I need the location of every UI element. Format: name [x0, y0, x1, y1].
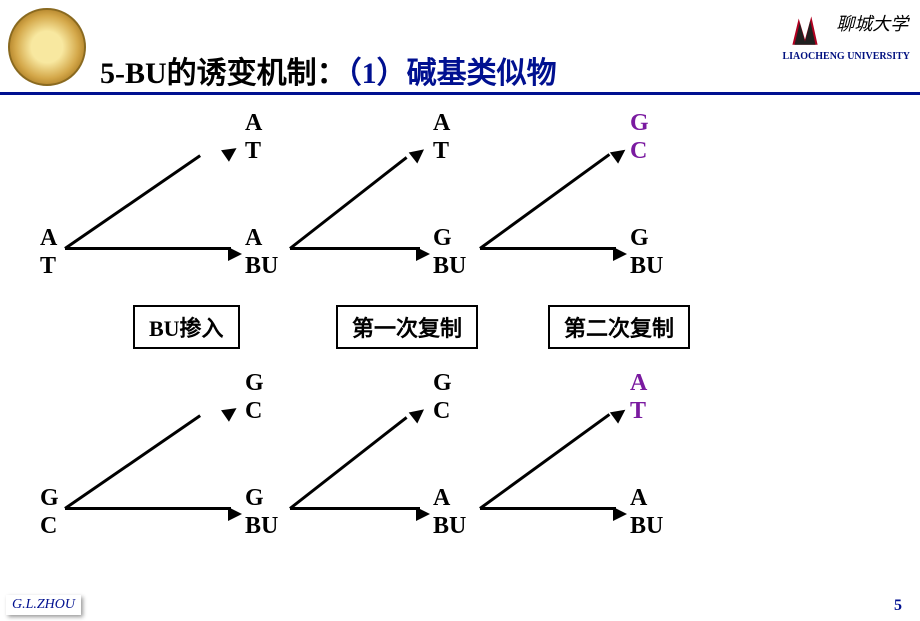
- label-step1: BU掺入: [133, 305, 240, 349]
- slide-title: 5-BU的诱变机制：（1）碱基类似物: [100, 48, 557, 92]
- arrow-head-icon: [221, 142, 240, 161]
- arrow: [290, 247, 420, 250]
- arrow-head-icon: [613, 507, 627, 521]
- arrow: [64, 414, 201, 509]
- arrow: [290, 507, 420, 510]
- university-logo-right: 聊城大学 LIAOCHENG UNIVERSITY: [782, 8, 910, 62]
- arrow-head-icon: [228, 507, 242, 521]
- arrow: [479, 413, 610, 509]
- page-number: 5: [894, 597, 902, 615]
- label-step2: 第一次复制: [336, 305, 478, 349]
- arrow-head-icon: [409, 404, 429, 424]
- r2-p6: A BU: [630, 485, 663, 540]
- r2-p4: A BU: [433, 485, 466, 540]
- r1-p2: A BU: [245, 225, 278, 280]
- arrow-head-icon: [610, 404, 630, 424]
- arrow: [480, 507, 616, 510]
- r2-p2: G BU: [245, 485, 278, 540]
- title-part-blue: （1）碱基类似物: [347, 57, 557, 90]
- r1-p5: G C: [630, 110, 649, 165]
- arrow: [289, 156, 407, 249]
- title-part-black: 5-BU的诱变机制：: [100, 57, 347, 90]
- r1-p1: A T: [245, 110, 262, 165]
- flame-logo-icon: [784, 8, 826, 50]
- university-name-cn: 聊城大学: [836, 10, 908, 36]
- arrow-head-icon: [221, 402, 240, 421]
- arrow-head-icon: [409, 144, 429, 164]
- author-footer: G.L.ZHOU: [6, 595, 81, 615]
- r1-p4: G BU: [433, 225, 466, 280]
- arrow-head-icon: [228, 247, 242, 261]
- r2-p5: A T: [630, 370, 647, 425]
- arrow: [479, 153, 610, 249]
- arrow: [65, 507, 231, 510]
- label-step3: 第二次复制: [548, 305, 690, 349]
- arrow-head-icon: [610, 144, 630, 164]
- arrow: [480, 247, 616, 250]
- arrow: [64, 154, 201, 249]
- r2-p3: G C: [433, 370, 452, 425]
- r1-p6: G BU: [630, 225, 663, 280]
- r2-p1: G C: [245, 370, 264, 425]
- diagram-content: A T A T A BU A T G BU G C G BU BU掺入 第一次复…: [0, 95, 920, 575]
- university-seal-icon: [8, 8, 86, 86]
- r2-start: G C: [40, 485, 59, 540]
- arrow: [65, 247, 231, 250]
- arrow-head-icon: [613, 247, 627, 261]
- arrow: [289, 416, 407, 509]
- university-name-en: LIAOCHENG UNIVERSITY: [782, 51, 910, 62]
- arrow-head-icon: [416, 247, 430, 261]
- r1-start: A T: [40, 225, 57, 280]
- r1-p3: A T: [433, 110, 450, 165]
- arrow-head-icon: [416, 507, 430, 521]
